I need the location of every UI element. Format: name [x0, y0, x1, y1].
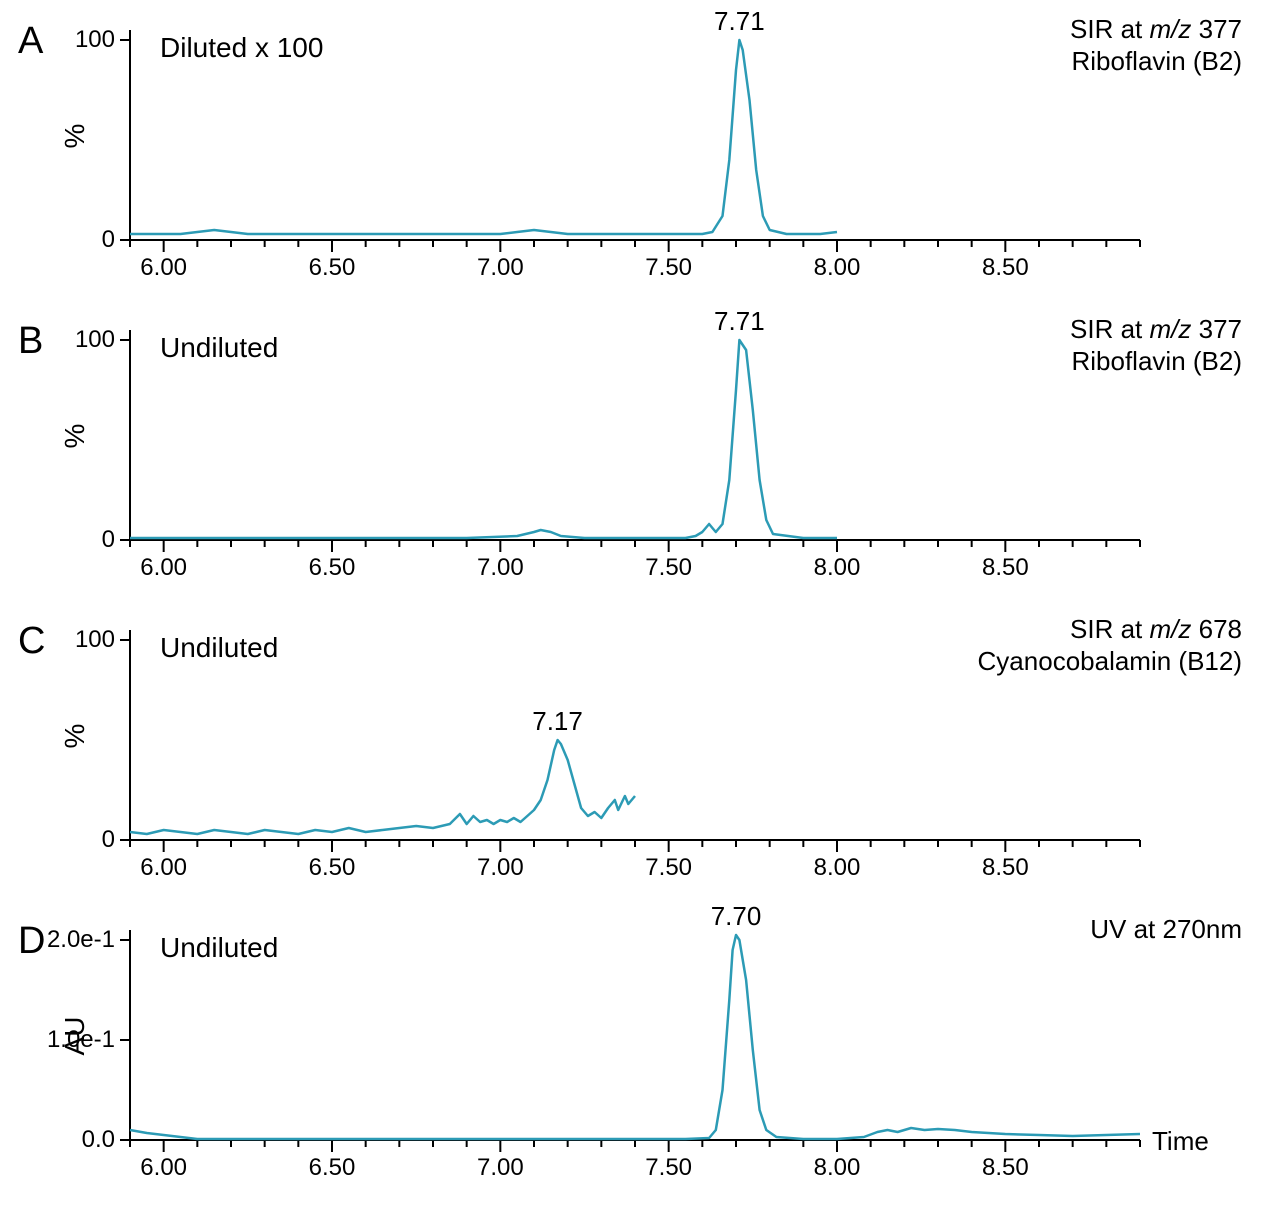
panel-B: B%01006.006.507.007.508.008.50UndilutedS… — [0, 320, 1272, 600]
x-tick-label: 8.50 — [975, 554, 1035, 582]
x-tick-label: 6.50 — [302, 554, 362, 582]
chromatogram-trace — [130, 40, 837, 234]
x-tick-label: 7.00 — [470, 1154, 530, 1182]
peak-label: 7.70 — [706, 901, 766, 932]
panel-D: DAU0.01.0e-12.0e-16.006.507.007.508.008.… — [0, 920, 1272, 1200]
peak-label: 7.71 — [709, 306, 769, 337]
x-tick-label: 7.50 — [639, 1154, 699, 1182]
y-axis-label: % — [59, 706, 91, 766]
x-tick-label: 6.50 — [302, 1154, 362, 1182]
condition-label: Undiluted — [160, 632, 278, 664]
x-tick-label: 8.00 — [807, 554, 867, 582]
x-tick-label: 8.00 — [807, 1154, 867, 1182]
y-tick-label: 0 — [35, 526, 115, 554]
condition-label: Undiluted — [160, 332, 278, 364]
x-tick-label: 7.50 — [639, 854, 699, 882]
y-axis-label: % — [59, 406, 91, 466]
y-axis-label: % — [59, 106, 91, 166]
detector-label: SIR at m/z 377 — [842, 314, 1242, 345]
y-tick-label: 100 — [35, 26, 115, 54]
y-tick-label: 2.0e-1 — [35, 926, 115, 954]
condition-label: Diluted x 100 — [160, 32, 323, 64]
x-tick-label: 7.00 — [470, 554, 530, 582]
x-tick-label: 8.50 — [975, 854, 1035, 882]
x-tick-label: 7.00 — [470, 854, 530, 882]
y-tick-label: 0.0 — [35, 1126, 115, 1154]
y-tick-label: 100 — [35, 326, 115, 354]
condition-label: Undiluted — [160, 932, 278, 964]
detector-label: Riboflavin (B2) — [842, 46, 1242, 77]
x-tick-label: 8.50 — [975, 254, 1035, 282]
detector-label: Cyanocobalamin (B12) — [842, 646, 1242, 677]
y-tick-label: 1.0e-1 — [35, 1026, 115, 1054]
peak-label: 7.17 — [528, 706, 588, 737]
x-tick-label: 7.00 — [470, 254, 530, 282]
x-axis-label: Time — [1152, 1126, 1209, 1157]
detector-label: UV at 270nm — [842, 914, 1242, 945]
chromatogram-trace — [130, 740, 635, 834]
y-tick-label: 0 — [35, 226, 115, 254]
x-tick-label: 8.00 — [807, 254, 867, 282]
x-tick-label: 7.50 — [639, 254, 699, 282]
y-tick-label: 100 — [35, 626, 115, 654]
chromatogram-trace — [130, 340, 837, 538]
panel-A: A%01006.006.507.007.508.008.50Diluted x … — [0, 20, 1272, 300]
detector-label: SIR at m/z 678 — [842, 614, 1242, 645]
y-tick-label: 0 — [35, 826, 115, 854]
x-tick-label: 8.00 — [807, 854, 867, 882]
x-tick-label: 6.00 — [134, 1154, 194, 1182]
peak-label: 7.71 — [709, 6, 769, 37]
chromatogram-plot — [130, 930, 1170, 1170]
x-tick-label: 6.00 — [134, 554, 194, 582]
x-tick-label: 7.50 — [639, 554, 699, 582]
x-tick-label: 6.50 — [302, 254, 362, 282]
detector-label: SIR at m/z 377 — [842, 14, 1242, 45]
chromatogram-trace — [130, 935, 1140, 1139]
x-tick-label: 6.00 — [134, 854, 194, 882]
detector-label: Riboflavin (B2) — [842, 346, 1242, 377]
x-tick-label: 6.00 — [134, 254, 194, 282]
panel-C: C%01006.006.507.007.508.008.50UndilutedS… — [0, 620, 1272, 900]
x-tick-label: 6.50 — [302, 854, 362, 882]
x-tick-label: 8.50 — [975, 1154, 1035, 1182]
